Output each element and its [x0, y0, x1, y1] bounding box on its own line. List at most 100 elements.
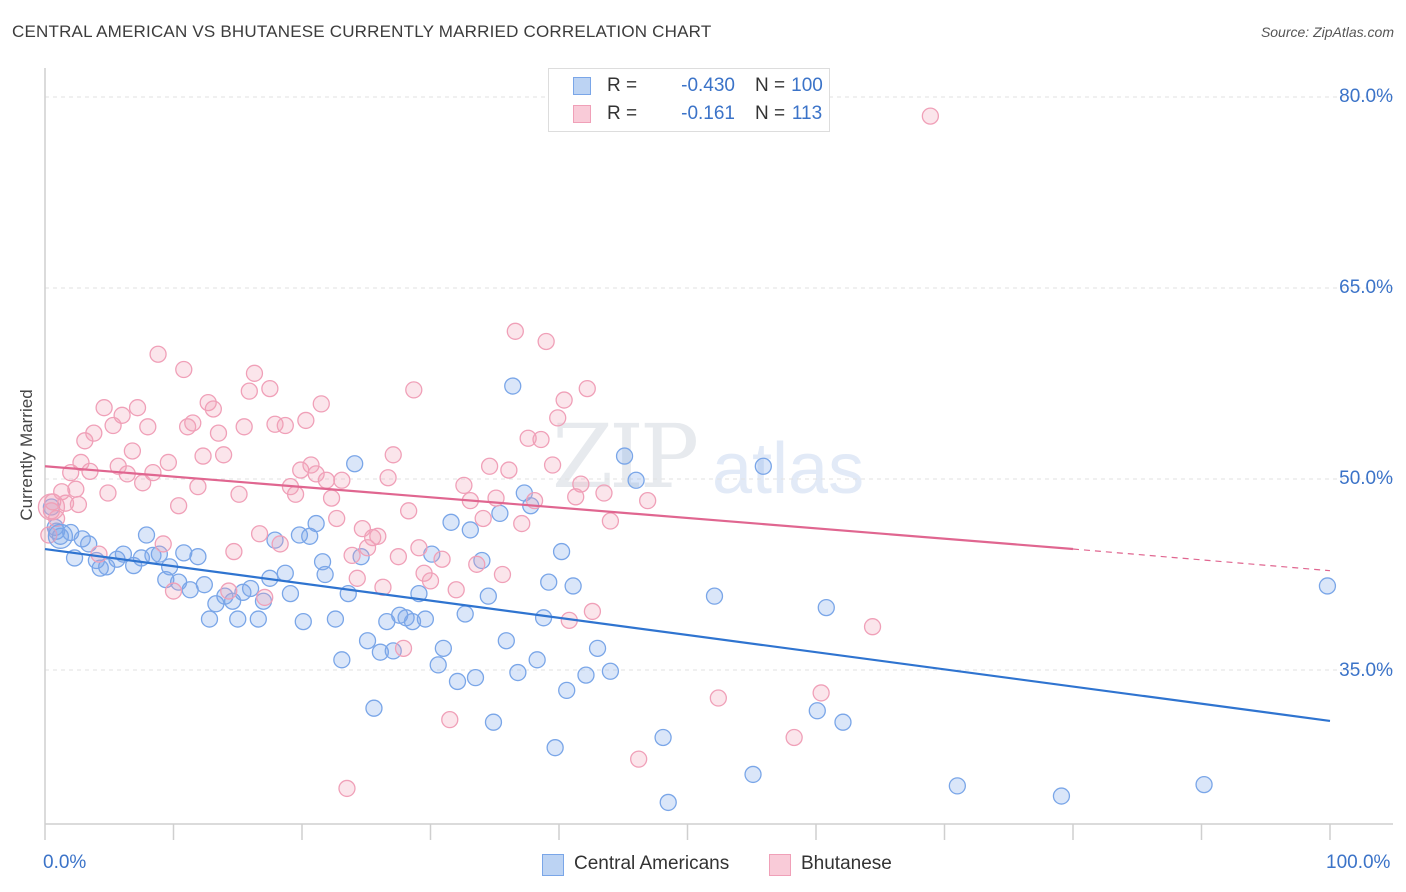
- data-point: [369, 527, 387, 545]
- data-point: [384, 642, 402, 660]
- data-point: [615, 447, 634, 465]
- data-point: [410, 539, 428, 557]
- data-point: [1052, 787, 1071, 805]
- data-point: [532, 430, 550, 449]
- data-point: [659, 793, 677, 812]
- data-point: [421, 572, 440, 590]
- data-point: [189, 548, 207, 566]
- data-point: [159, 453, 178, 472]
- data-point: [276, 564, 294, 582]
- data-point: [558, 681, 576, 700]
- data-point: [578, 379, 596, 398]
- legend-swatch-pink: [573, 105, 591, 123]
- data-point: [194, 447, 212, 465]
- data-point: [220, 582, 238, 600]
- legend-label: Central Americans: [574, 853, 730, 874]
- data-point: [497, 632, 515, 650]
- data-point: [441, 711, 459, 729]
- data-point: [555, 391, 573, 409]
- data-point: [863, 618, 882, 636]
- data-point: [90, 545, 108, 563]
- source-label: Source: ZipAtlas.com: [1260, 24, 1394, 40]
- data-point: [328, 509, 346, 528]
- trend-line: [44, 547, 1331, 723]
- data-point: [466, 668, 485, 687]
- data-point: [480, 457, 499, 475]
- x-tick-label-100: 100.0%: [1326, 852, 1391, 873]
- data-point: [256, 588, 274, 607]
- data-point: [528, 651, 546, 669]
- data-point: [128, 399, 147, 417]
- data-point: [307, 465, 325, 483]
- data-point: [184, 414, 202, 432]
- data-point: [447, 581, 465, 599]
- data-point: [504, 377, 522, 395]
- data-point: [276, 416, 294, 435]
- data-point: [543, 456, 562, 474]
- data-point: [352, 548, 370, 566]
- data-point: [137, 526, 156, 544]
- data-point: [67, 480, 85, 498]
- data-point: [150, 545, 169, 563]
- data-point: [95, 399, 113, 417]
- data-point: [513, 514, 531, 533]
- legend-swatch-pink: [769, 854, 791, 876]
- data-point: [601, 512, 620, 530]
- data-point: [416, 610, 435, 628]
- data-point: [588, 639, 607, 658]
- data-point: [812, 684, 830, 702]
- data-point: [403, 612, 422, 631]
- data-point: [456, 605, 474, 623]
- data-point: [175, 360, 193, 379]
- data-point: [434, 639, 453, 658]
- data-point: [519, 429, 537, 447]
- data-point: [474, 509, 492, 528]
- data-point: [189, 477, 207, 496]
- data-point: [493, 565, 512, 584]
- data-point: [630, 750, 648, 768]
- data-point: [400, 502, 418, 520]
- data-point: [468, 555, 486, 573]
- data-point: [491, 504, 509, 523]
- data-point: [358, 632, 377, 650]
- data-point: [250, 525, 269, 543]
- data-point: [91, 559, 109, 577]
- data-point: [429, 656, 447, 674]
- data-point: [537, 332, 555, 351]
- y-tick-label-80: 80.0%: [1339, 86, 1393, 107]
- data-point: [235, 418, 253, 436]
- data-point: [204, 400, 222, 418]
- data-point: [394, 639, 413, 658]
- legend-n-label: N =: [755, 103, 786, 124]
- data-point: [286, 485, 305, 503]
- data-point: [164, 582, 183, 600]
- data-point: [333, 651, 351, 669]
- data-point: [433, 550, 451, 568]
- data-point: [506, 322, 524, 340]
- data-point: [627, 471, 645, 489]
- data-point: [808, 702, 826, 720]
- trend-line-extension: [1072, 548, 1331, 572]
- data-point: [484, 713, 503, 731]
- data-point: [139, 418, 157, 436]
- data-point: [144, 463, 162, 482]
- data-point: [442, 513, 460, 531]
- data-point: [322, 489, 341, 507]
- data-point: [1195, 775, 1213, 794]
- legend-swatch-blue: [542, 854, 564, 876]
- data-point: [379, 469, 397, 487]
- data-point: [230, 485, 248, 503]
- data-point: [113, 406, 131, 424]
- data-point: [99, 484, 117, 502]
- data-point: [365, 699, 383, 717]
- data-point: [154, 535, 172, 553]
- data-point: [448, 672, 467, 691]
- y-tick-label-35: 35.0%: [1339, 660, 1393, 681]
- data-point: [241, 579, 260, 598]
- data-point: [281, 584, 300, 603]
- watermark-atlas: atlas: [712, 429, 865, 509]
- data-point: [261, 379, 279, 398]
- data-point: [240, 382, 258, 400]
- chart-title: CENTRAL AMERICAN VS BHUTANESE CURRENTLY …: [12, 22, 712, 41]
